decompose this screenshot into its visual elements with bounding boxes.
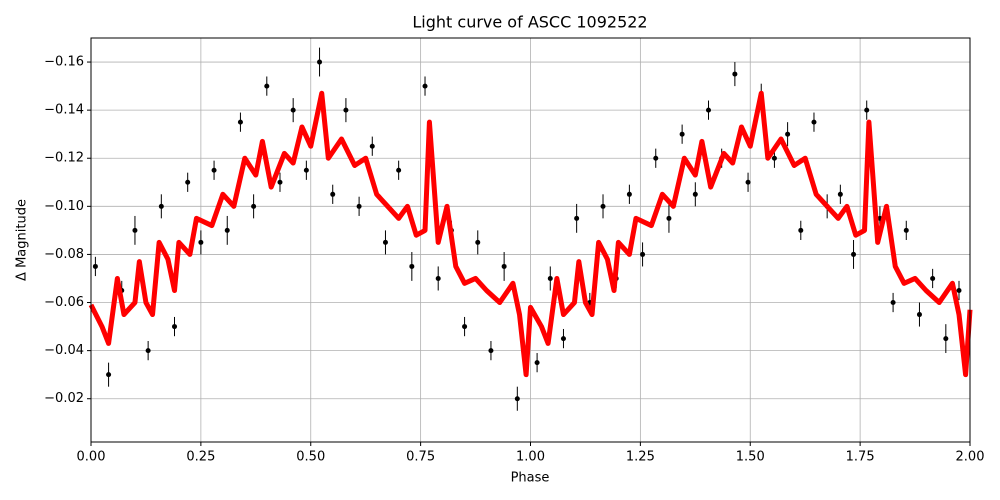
x-tick-label: 1.25 xyxy=(626,450,655,465)
data-point xyxy=(547,275,553,281)
data-point xyxy=(851,251,857,257)
y-tick-label: −0.04 xyxy=(44,343,84,358)
data-point xyxy=(956,288,962,293)
data-point xyxy=(785,131,791,137)
data-point xyxy=(890,300,896,306)
data-point xyxy=(435,275,441,281)
data-point xyxy=(264,83,270,89)
data-point xyxy=(422,83,428,89)
data-point xyxy=(92,263,98,269)
data-point xyxy=(475,239,481,245)
data-point xyxy=(224,227,230,233)
y-tick-label: −0.12 xyxy=(44,151,84,166)
x-tick-label: 0.25 xyxy=(186,450,215,465)
x-tick-label: 0.75 xyxy=(406,450,435,465)
data-point xyxy=(811,119,817,125)
data-point xyxy=(409,263,415,269)
data-point xyxy=(303,167,309,173)
data-point xyxy=(574,215,580,221)
x-tick-label: 1.50 xyxy=(736,450,765,465)
data-point xyxy=(198,239,204,245)
data-point xyxy=(106,372,112,378)
data-point xyxy=(211,167,217,173)
x-tick-label: 0.00 xyxy=(77,450,106,465)
data-point xyxy=(534,360,540,366)
data-point xyxy=(600,203,606,209)
data-point xyxy=(382,239,388,245)
x-tick-label: 2.00 xyxy=(956,450,985,465)
data-point xyxy=(771,155,777,161)
data-point xyxy=(732,71,738,77)
data-point xyxy=(172,324,178,330)
data-point xyxy=(692,191,698,197)
data-point xyxy=(501,263,507,269)
model-curve xyxy=(88,90,973,378)
data-point xyxy=(251,203,257,209)
data-point xyxy=(798,227,804,233)
data-point xyxy=(916,312,922,318)
data-point xyxy=(560,336,566,342)
data-point xyxy=(640,251,646,257)
y-tick-label: −0.08 xyxy=(44,247,84,262)
x-tick-label: 1.75 xyxy=(846,450,875,465)
data-point xyxy=(943,336,949,342)
data-point xyxy=(277,179,283,185)
data-point xyxy=(745,179,751,185)
y-tick-label: −0.10 xyxy=(44,199,84,214)
x-axis-label: Phase xyxy=(511,471,550,486)
chart-title: Light curve of ASCC 1092522 xyxy=(412,13,647,32)
data-point xyxy=(330,191,336,197)
data-point xyxy=(369,143,375,149)
y-tick-label: −0.14 xyxy=(44,103,84,118)
data-point xyxy=(864,107,870,113)
y-tick-label: −0.06 xyxy=(44,295,84,310)
data-point xyxy=(317,59,323,65)
data-point xyxy=(705,107,711,113)
y-tick-label: −0.16 xyxy=(44,55,84,70)
data-point xyxy=(666,215,672,221)
data-point xyxy=(930,275,936,281)
data-point xyxy=(145,348,151,354)
y-axis-label: Δ Magnitude xyxy=(15,199,30,281)
data-point xyxy=(679,131,685,137)
plot-frame xyxy=(90,37,971,443)
data-point xyxy=(396,167,402,173)
y-tick-label: −0.02 xyxy=(44,391,84,406)
data-point xyxy=(653,155,659,161)
data-point xyxy=(903,227,909,233)
data-point xyxy=(158,203,164,209)
data-point xyxy=(837,191,843,197)
data-point xyxy=(290,107,296,113)
data-point xyxy=(514,396,520,402)
data-point xyxy=(626,191,632,197)
x-tick-label: 0.50 xyxy=(296,450,325,465)
data-point xyxy=(343,107,349,113)
data-point xyxy=(185,179,191,185)
data-point xyxy=(488,348,494,354)
data-point xyxy=(356,203,362,209)
data-point xyxy=(462,324,468,330)
data-point xyxy=(132,227,138,233)
x-tick-label: 1.00 xyxy=(516,450,545,465)
data-point xyxy=(237,119,243,125)
